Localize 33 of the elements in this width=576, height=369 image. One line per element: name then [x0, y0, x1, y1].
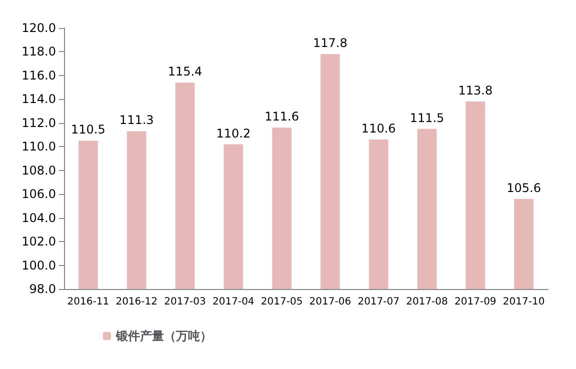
y-tick-label: 114.0: [22, 92, 56, 106]
x-tick-label: 2017-10: [502, 296, 545, 308]
data-label: 117.8: [313, 36, 348, 50]
x-tick-label: 2017-03: [164, 296, 206, 308]
y-tick-label: 112.0: [22, 116, 56, 130]
y-tick-label: 104.0: [22, 210, 56, 225]
x-tick-label: 2017-07: [358, 296, 400, 308]
y-tick-label: 120.0: [22, 21, 56, 35]
x-tick-label: 2017-06: [309, 296, 352, 308]
data-label: 115.4: [168, 64, 202, 79]
data-label: 111.3: [119, 113, 154, 128]
x-tick-label: 2016-11: [67, 296, 110, 308]
y-tick-label: 110.0: [22, 140, 56, 154]
data-label: 110.2: [216, 126, 251, 140]
data-label: 111.5: [410, 110, 444, 125]
data-label: 105.6: [506, 180, 541, 195]
data-label: 110.6: [361, 122, 396, 136]
legend-label: 锻件产量（万吨）: [115, 329, 212, 343]
data-label: 113.8: [458, 84, 493, 98]
y-tick-label: 100.0: [22, 258, 56, 272]
x-tick-label: 2017-08: [406, 296, 448, 308]
y-tick-label: 102.0: [22, 234, 56, 249]
y-tick-label: 98.0: [29, 282, 56, 296]
x-tick-label: 2017-05: [260, 296, 303, 308]
y-tick-label: 106.0: [22, 187, 56, 202]
x-tick-label: 2017-09: [454, 296, 496, 308]
y-tick-label: 118.0: [22, 44, 56, 59]
y-tick-label: 116.0: [22, 68, 56, 82]
x-tick-label: 2017-04: [212, 296, 254, 308]
data-label: 110.5: [71, 122, 106, 137]
data-label: 111.6: [264, 110, 299, 124]
x-tick-label: 2016-12: [116, 296, 158, 308]
y-tick-label: 108.0: [22, 163, 56, 178]
